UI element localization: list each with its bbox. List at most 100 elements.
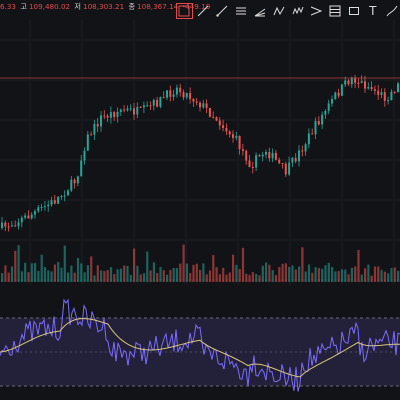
price-chart[interactable]: [0, 0, 400, 285]
volume-bar: [255, 274, 258, 282]
volume-bar: [215, 267, 218, 282]
volume-bar: [73, 272, 76, 282]
volume-bar: [106, 270, 109, 282]
pitchfork-icon[interactable]: [251, 3, 268, 19]
ohlc-high-label: 고: [20, 2, 27, 11]
volume-bar: [37, 270, 40, 282]
candle-body: [73, 179, 76, 184]
candle-body: [307, 133, 310, 145]
volume-bar: [294, 269, 297, 282]
volume-bar: [126, 265, 129, 282]
volume-bar: [116, 269, 119, 282]
text-icon[interactable]: T: [369, 4, 377, 18]
candle-body: [4, 222, 7, 227]
zigzag-pattern-icon[interactable]: [270, 3, 287, 19]
volume-bar: [136, 265, 139, 282]
rectangle-icon[interactable]: [346, 3, 363, 19]
candle-body: [169, 90, 172, 97]
volume-bar: [172, 267, 175, 282]
candle-body: [321, 114, 324, 125]
volume-bar: [340, 269, 344, 282]
candle-body: [301, 150, 304, 152]
candle-body: [235, 136, 238, 138]
candle-body: [63, 195, 66, 197]
candle-body: [136, 106, 139, 115]
candle-body: [350, 77, 353, 85]
volume-bar: [156, 273, 159, 282]
volume-bar: [192, 264, 195, 282]
candle-body: [83, 150, 86, 161]
candle-body: [387, 100, 390, 102]
volume-bar: [10, 266, 14, 282]
candle-body: [255, 155, 258, 168]
volume-bar: [373, 266, 377, 282]
trend-line-icon[interactable]: [195, 3, 212, 19]
ray-line-icon[interactable]: [214, 3, 231, 19]
candle-body: [139, 106, 142, 108]
candle-body: [248, 160, 251, 167]
candle-body: [370, 86, 373, 90]
volume-bar: [370, 275, 373, 282]
candle-body: [60, 195, 63, 197]
volume-bar: [189, 273, 192, 282]
volume-bar: [90, 256, 93, 282]
volume-bar: [100, 270, 103, 282]
volume-bar: [383, 271, 386, 282]
volume-bar: [76, 257, 80, 282]
candle-body: [159, 97, 162, 107]
candle-body: [340, 84, 343, 96]
candle-body: [179, 87, 182, 93]
volume-bar: [271, 269, 274, 282]
volume-bar: [218, 274, 221, 282]
candle-body: [67, 190, 69, 196]
volume-bar: [232, 254, 235, 282]
volume-bar: [228, 272, 231, 282]
volume-bar: [225, 274, 228, 282]
candle-body: [24, 215, 27, 218]
candle-body: [1, 222, 3, 228]
candle-body: [14, 225, 17, 227]
triangle-pattern-icon[interactable]: [308, 3, 325, 19]
volume-bar: [344, 269, 347, 282]
drawing-toolbar: T: [176, 2, 400, 20]
candle-body: [189, 93, 192, 99]
fib-retracement-icon[interactable]: [327, 3, 344, 19]
volume-bar: [284, 263, 287, 282]
oscillator-signal-line: [0, 318, 400, 378]
candle-body: [142, 105, 145, 108]
brush-icon[interactable]: [383, 3, 400, 19]
wave-pattern-icon[interactable]: [289, 3, 306, 19]
volume-bar: [1, 273, 4, 282]
volume-bar: [380, 269, 383, 282]
cursor-box-icon[interactable]: [176, 3, 193, 19]
volume-bar: [93, 275, 96, 282]
candle-body: [106, 115, 109, 118]
candle-body: [298, 150, 300, 162]
candle-body: [222, 125, 225, 128]
candle-body: [245, 150, 248, 161]
volume-bar: [27, 272, 30, 282]
volume-bar: [7, 272, 10, 282]
volume-bar: [268, 264, 271, 282]
candle-body: [123, 109, 126, 111]
volume-bar: [205, 274, 208, 282]
horizontal-lines-icon[interactable]: [233, 3, 250, 19]
volume-bar: [57, 262, 60, 282]
volume-bar: [40, 254, 43, 282]
volume-bar: [354, 266, 357, 282]
candle-body: [241, 149, 244, 151]
volume-bar: [307, 264, 311, 282]
candle-body: [195, 101, 198, 103]
candle-body: [166, 90, 168, 98]
volume-bar: [43, 267, 47, 282]
volume-bar: [175, 268, 179, 282]
volume-bar: [314, 267, 317, 282]
candle-body: [192, 98, 195, 102]
volume-bar: [17, 245, 20, 282]
candle-body: [324, 110, 327, 115]
candle-body: [93, 123, 96, 135]
volume-bar: [14, 250, 17, 282]
candle-body: [205, 103, 208, 108]
candle-body: [364, 81, 366, 89]
